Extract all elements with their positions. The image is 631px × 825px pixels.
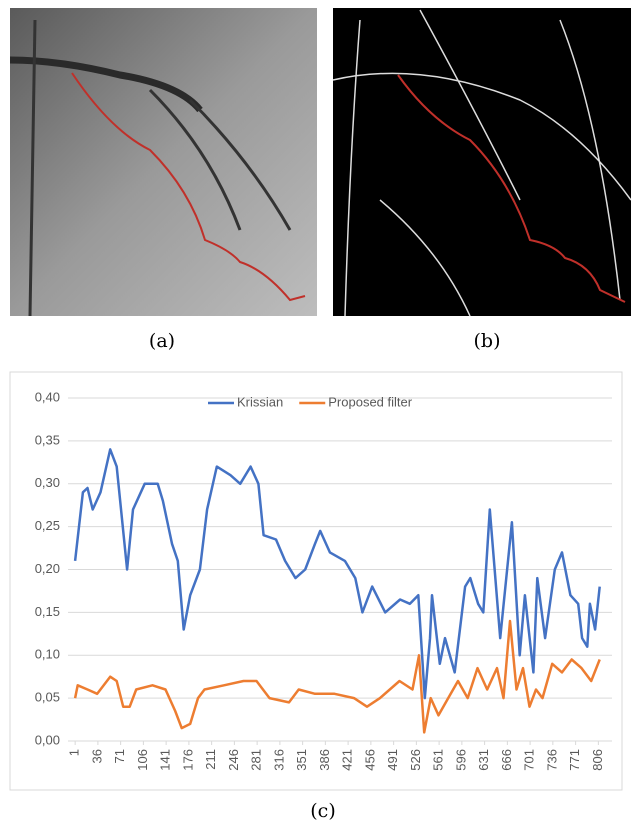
- chart-frame: [9, 371, 623, 791]
- legend-label: Proposed filter: [328, 394, 412, 409]
- y-tick-label: 0,00: [35, 732, 60, 747]
- x-tick-label: 421: [340, 749, 355, 771]
- image-a: [9, 8, 317, 317]
- x-tick-label: 211: [203, 749, 218, 770]
- x-tick-label: 771: [567, 749, 582, 771]
- x-tick-label: 631: [476, 749, 491, 771]
- x-tick-label: 1: [67, 749, 82, 756]
- image-b: [332, 8, 631, 317]
- legend-label: Krissian: [237, 394, 283, 409]
- x-tick-label: 316: [271, 749, 286, 771]
- x-tick-label: 176: [180, 749, 195, 771]
- y-tick-label: 0,40: [35, 389, 60, 404]
- y-tick-label: 0,25: [35, 518, 60, 533]
- x-tick-label: 36: [89, 749, 104, 763]
- panel-label: (a): [149, 330, 175, 352]
- y-tick-label: 0,10: [35, 647, 60, 662]
- x-tick-label: 701: [522, 749, 537, 771]
- x-tick-label: 806: [590, 749, 605, 771]
- x-tick-label: 491: [385, 749, 400, 771]
- y-tick-label: 0,35: [35, 432, 60, 447]
- series-line: [73, 448, 601, 700]
- y-tick-label: 0,30: [35, 475, 60, 490]
- x-tick-label: 281: [249, 749, 264, 771]
- x-tick-label: 351: [294, 749, 309, 771]
- panel-label: (b): [474, 330, 501, 352]
- x-tick-label: 526: [408, 749, 423, 771]
- x-tick-label: 71: [112, 749, 127, 763]
- series-line: [73, 619, 601, 734]
- y-tick-label: 0,05: [35, 690, 60, 705]
- x-tick-label: 246: [226, 749, 241, 771]
- panel-label: (c): [310, 800, 335, 822]
- x-tick-label: 596: [453, 749, 468, 771]
- x-tick-label: 106: [135, 749, 150, 771]
- y-tick-label: 0,15: [35, 604, 60, 619]
- x-tick-label: 386: [317, 749, 332, 771]
- x-tick-label: 141: [158, 749, 173, 771]
- x-tick-label: 736: [544, 749, 559, 771]
- x-tick-label: 561: [431, 749, 446, 771]
- x-tick-label: 456: [362, 749, 377, 771]
- y-tick-label: 0,20: [35, 561, 60, 576]
- x-tick-label: 666: [499, 749, 514, 771]
